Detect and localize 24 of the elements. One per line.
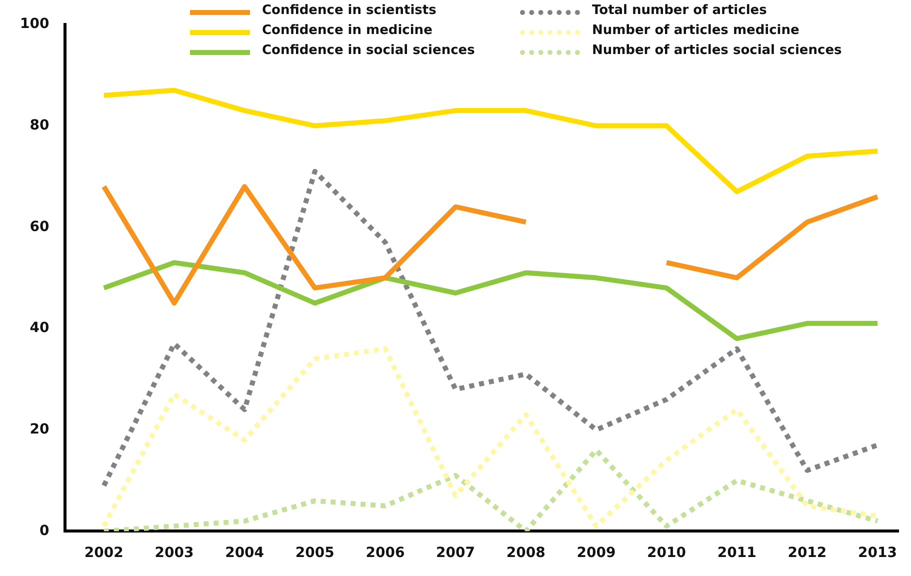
y-tick-label: 60 bbox=[30, 218, 50, 235]
y-tick-label: 20 bbox=[30, 421, 50, 438]
y-tick-label: 40 bbox=[30, 320, 50, 336]
x-tick-label: 2012 bbox=[788, 545, 827, 562]
y-tick-label: 100 bbox=[20, 16, 50, 32]
x-tick-label: 2007 bbox=[436, 545, 476, 562]
y-tick-label: 80 bbox=[30, 117, 50, 134]
x-tick-label: 2003 bbox=[154, 545, 194, 562]
x-tick-label: 2005 bbox=[295, 545, 334, 562]
x-tick-label: 2002 bbox=[84, 545, 124, 562]
legend-label: Number of articles medicine bbox=[592, 22, 800, 39]
legend-label: Confidence in social sciences bbox=[262, 42, 475, 59]
x-tick-label: 2006 bbox=[366, 545, 405, 562]
legend-label: Number of articles social sciences bbox=[592, 42, 842, 59]
y-tick-label: 0 bbox=[39, 522, 50, 539]
x-tick-label: 2011 bbox=[717, 545, 756, 562]
x-tick-label: 2010 bbox=[647, 545, 686, 562]
legend-label: Confidence in medicine bbox=[262, 22, 432, 39]
legend-label: Total number of articles bbox=[592, 2, 767, 19]
x-tick-label: 2008 bbox=[506, 545, 546, 562]
x-tick-label: 2004 bbox=[225, 545, 264, 562]
legend-label: Confidence in scientists bbox=[262, 2, 436, 19]
x-tick-label: 2013 bbox=[858, 545, 897, 562]
x-tick-label: 2009 bbox=[576, 545, 616, 562]
